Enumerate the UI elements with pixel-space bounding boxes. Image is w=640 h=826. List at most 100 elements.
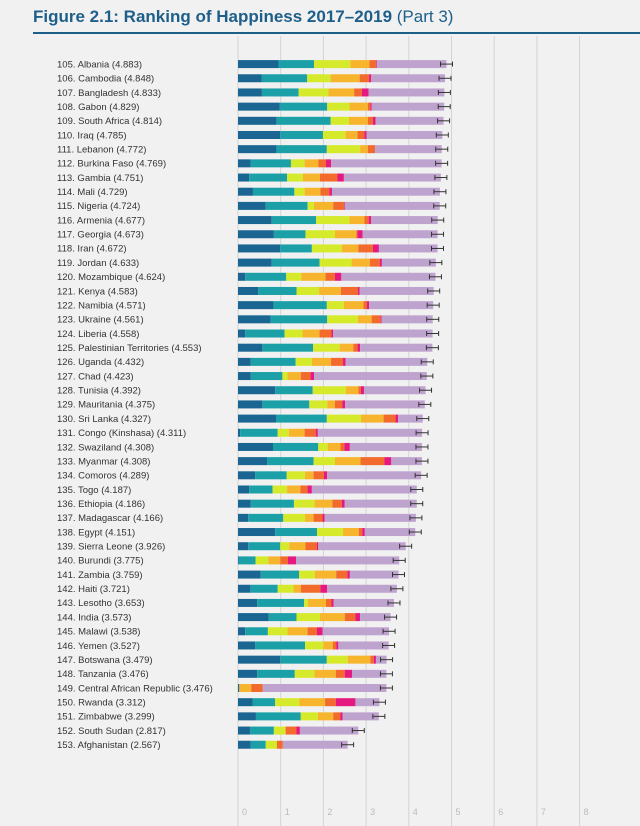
bar-segment — [238, 88, 262, 97]
bar-segment — [333, 201, 344, 210]
bar-segment — [238, 414, 277, 423]
bar-segment — [238, 286, 259, 295]
bar-segment — [372, 244, 379, 253]
figure-title-main: Figure 2.1: Ranking of Happiness 2017–20… — [33, 7, 393, 26]
bar-segment — [239, 684, 252, 693]
bar-segment — [305, 542, 317, 551]
country-row: 109. South Africa (4.814) — [57, 116, 451, 127]
bar-segment — [238, 74, 262, 83]
bar-segment — [238, 684, 240, 693]
bar-segment — [311, 485, 417, 494]
bar-segment — [288, 428, 305, 437]
bar-segment — [329, 187, 332, 196]
bar-segment — [255, 641, 306, 650]
bar-segment — [238, 187, 253, 196]
country-row: 105. Albania (4.883) — [57, 59, 454, 70]
country-label: 110. Iraq (4.785) — [57, 130, 127, 141]
x-tick-label: 3 — [370, 807, 375, 817]
bar-segment — [316, 528, 344, 537]
bar-segment — [370, 102, 372, 111]
country-label: 143. Lesotho (3.653) — [57, 598, 145, 609]
bar-segment — [255, 712, 301, 721]
bar-segment — [283, 513, 306, 522]
bar-segment — [367, 102, 371, 111]
bar-segment — [302, 329, 320, 338]
bar-segment — [276, 116, 331, 125]
bar-segment — [331, 159, 442, 168]
bar-segment — [340, 286, 358, 295]
country-row: 136. Ethiopia (4.186) — [57, 499, 424, 510]
country-label: 112. Burkina Faso (4.769) — [57, 159, 166, 170]
country-label: 146. Yemen (3.527) — [57, 641, 140, 652]
bar-segment — [250, 740, 266, 749]
country-label: 126. Uganda (4.432) — [57, 357, 144, 368]
country-row: 131. Congo (Kinshasa) (4.311) — [57, 428, 429, 439]
country-row: 121. Kenya (4.583) — [57, 286, 441, 297]
country-label: 131. Congo (Kinshasa) (4.311) — [57, 428, 186, 439]
bar-segment — [345, 357, 428, 366]
bar-segment — [322, 513, 325, 522]
bar-segment — [301, 272, 326, 281]
bar-segment — [248, 542, 281, 551]
bar-segment — [238, 400, 263, 409]
bar-segment — [318, 442, 328, 451]
bar-segment — [273, 442, 319, 451]
bar-segment — [250, 584, 278, 593]
bar-segment — [395, 414, 399, 423]
bar-segment — [238, 457, 268, 466]
bar-segment — [302, 173, 320, 182]
bar-segment — [250, 357, 296, 366]
bar-segment — [355, 698, 380, 707]
bar-segment — [294, 187, 305, 196]
country-row: 108. Gabon (4.829) — [57, 102, 451, 113]
bar-segment — [357, 130, 365, 139]
bar-segment — [261, 74, 308, 83]
bar-segment — [326, 145, 361, 154]
bar-segment — [333, 712, 341, 721]
bar-segment — [238, 542, 249, 551]
bar-segment — [351, 258, 370, 267]
bar-segment — [238, 556, 239, 565]
bar-segment — [238, 60, 279, 69]
bar-segment — [251, 684, 263, 693]
bar-segment — [238, 230, 274, 239]
bar-segment — [296, 286, 320, 295]
bar-segment — [276, 145, 327, 154]
bar-segment — [319, 286, 341, 295]
bar-segment — [286, 471, 306, 480]
bar-segment — [250, 372, 283, 381]
bar-segment — [282, 740, 348, 749]
country-row: 139. Sierra Leone (3.926) — [57, 542, 413, 553]
bar-segment — [238, 499, 251, 508]
bar-segment — [238, 357, 251, 366]
bar-segment — [238, 471, 256, 480]
bar-segment — [296, 556, 400, 565]
country-label: 115. Nigeria (4.724) — [57, 201, 140, 212]
country-label: 111. Lebanon (4.772) — [57, 144, 146, 155]
bar-segment — [357, 230, 363, 239]
bar-segment — [367, 145, 376, 154]
bar-segment — [307, 74, 331, 83]
country-label: 114. Mali (4.729) — [57, 187, 128, 198]
bar-segment — [346, 386, 359, 395]
bar-segment — [314, 499, 333, 508]
bar-segment — [349, 570, 399, 579]
bar-segment — [341, 244, 359, 253]
country-row: 124. Liberia (4.558) — [57, 329, 440, 340]
bar-segment — [238, 201, 266, 210]
bar-segment — [325, 159, 332, 168]
bar-segment — [238, 613, 269, 622]
bar-segment — [255, 556, 269, 565]
bar-segment — [323, 641, 333, 650]
bar-segment — [272, 485, 288, 494]
bar-segment — [363, 301, 367, 310]
bar-segment — [238, 698, 253, 707]
bar-segment — [284, 329, 303, 338]
bar-segment — [270, 315, 328, 324]
country-label: 127. Chad (4.423) — [57, 371, 134, 382]
bar-segment — [285, 726, 297, 735]
country-row: 127. Chad (4.423) — [57, 371, 434, 382]
bar-segment — [309, 400, 328, 409]
bar-segment — [337, 173, 344, 182]
